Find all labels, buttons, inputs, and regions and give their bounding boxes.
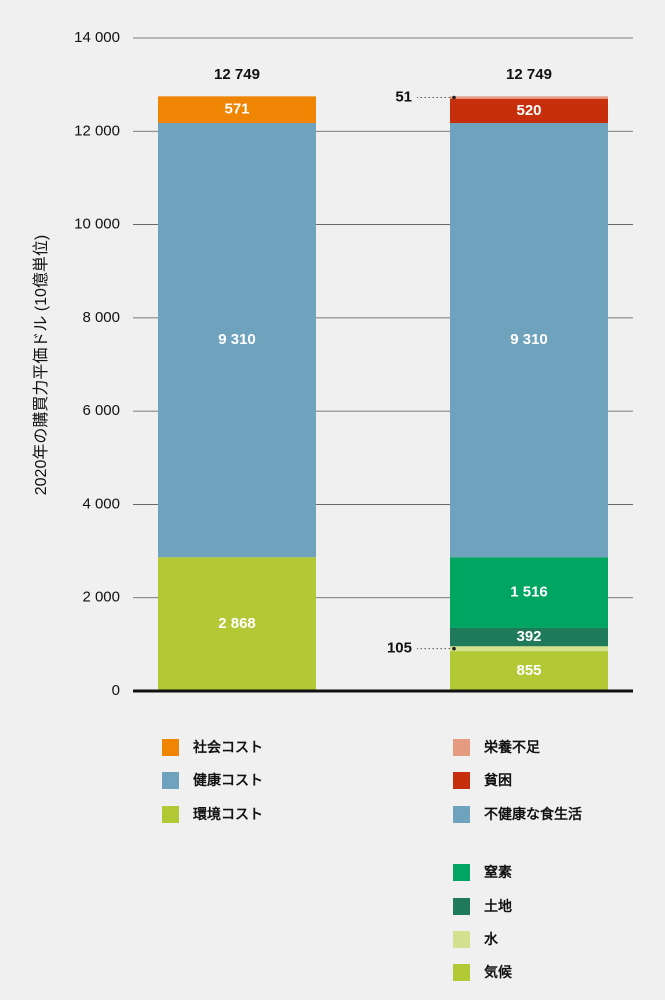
stacked-bar-chart: 2020年の購買力平価ドル (10億単位) 0 2 000 4 000 6 000 8 0… <box>32 29 633 699</box>
data-label: 9 310 <box>218 331 256 348</box>
bar-segment <box>450 627 608 647</box>
data-label: 1 516 <box>510 584 548 601</box>
legend-item: 気候 <box>453 962 512 982</box>
legend-swatch <box>453 930 470 948</box>
legend-swatch <box>453 738 470 756</box>
legend-item: 環境コスト <box>162 804 263 824</box>
legend-swatch <box>453 863 470 881</box>
legend-swatch <box>453 963 470 981</box>
data-label: 2 868 <box>218 615 256 632</box>
legend-swatch <box>162 738 179 756</box>
legend-item: 窒素 <box>453 862 512 882</box>
legend-item: 社会コスト <box>162 737 263 757</box>
legend-label: 貧困 <box>484 772 512 788</box>
legend-item: 土地 <box>453 896 512 916</box>
legend-swatch <box>162 805 179 823</box>
bar-segment <box>450 96 608 99</box>
legend-swatch <box>162 771 179 789</box>
bar-segment <box>158 96 316 123</box>
bar-segment <box>450 98 608 123</box>
y-tick-label: 2 000 <box>82 589 120 606</box>
legend-label: 窒素 <box>484 864 512 880</box>
bar-segment <box>450 651 608 691</box>
legend-label: 不健康な食生活 <box>484 806 582 822</box>
data-label: 392 <box>516 628 541 645</box>
data-label: 520 <box>516 102 541 119</box>
bar-segment <box>450 646 608 652</box>
callout-dot <box>452 646 456 651</box>
legend-item: 栄養不足 <box>453 737 540 757</box>
y-tick-label: 0 <box>112 682 120 699</box>
y-tick-label: 8 000 <box>82 309 120 326</box>
y-axis-title: 2020年の購買力平価ドル (10億単位) <box>32 235 50 496</box>
bar-total-label: 12 749 <box>214 66 260 83</box>
bar-segment <box>450 557 608 628</box>
legend-item: 水 <box>453 929 498 949</box>
bar-segment <box>158 557 316 691</box>
bar-segment <box>450 122 608 558</box>
data-label: 51 <box>395 89 412 106</box>
legend-item: 貧困 <box>453 770 512 790</box>
y-tick-label: 6 000 <box>82 402 120 419</box>
legend-item: 健康コスト <box>162 770 263 790</box>
legend-label: 社会コスト <box>193 739 263 755</box>
legend-item: 不健康な食生活 <box>453 804 582 824</box>
bar-segment <box>158 122 316 558</box>
legend-label: 土地 <box>484 898 512 914</box>
legend-label: 気候 <box>484 964 512 980</box>
legend-label: 水 <box>484 931 498 947</box>
data-label: 855 <box>516 662 541 679</box>
data-label: 571 <box>224 101 249 118</box>
legend-swatch <box>453 897 470 915</box>
bar-total-label: 12 749 <box>506 66 552 83</box>
y-tick-label: 4 000 <box>82 495 120 512</box>
y-tick-label: 12 000 <box>74 122 120 139</box>
legend-label: 栄養不足 <box>484 739 540 755</box>
callout-dot <box>452 95 456 100</box>
y-tick-label: 14 000 <box>74 29 120 46</box>
legend-swatch <box>453 771 470 789</box>
data-label: 9 310 <box>510 331 548 348</box>
y-tick-label: 10 000 <box>74 216 120 233</box>
legend-swatch <box>453 805 470 823</box>
legend-label: 環境コスト <box>193 806 263 822</box>
data-label: 105 <box>387 640 412 657</box>
legend-label: 健康コスト <box>193 772 263 788</box>
